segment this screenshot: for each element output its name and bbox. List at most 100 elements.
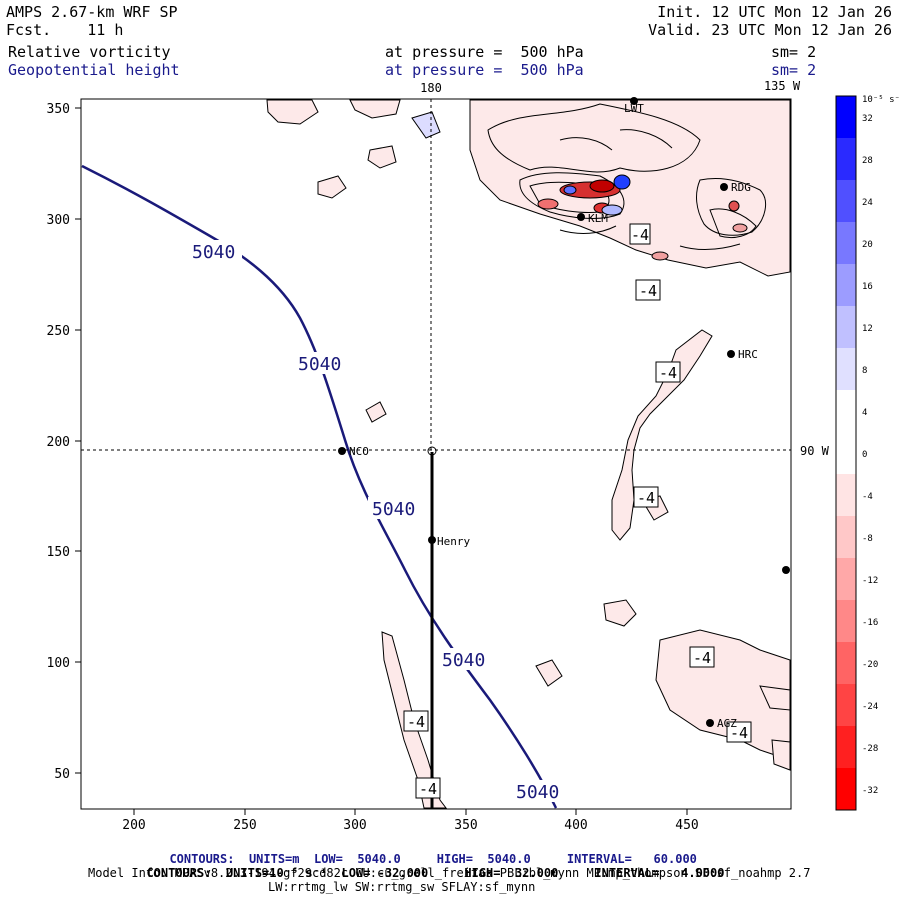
- footer-contour-label: CONTOURS:: [169, 852, 235, 866]
- colorbar-tick-label: -4: [862, 492, 873, 502]
- station-label: NCO: [349, 445, 369, 458]
- x-tick-label: 200: [122, 818, 145, 833]
- station-marker: [706, 719, 714, 727]
- colorbar-tick-label: -24: [862, 702, 878, 712]
- colorbar-tick-label: -8: [862, 534, 873, 544]
- footer-units: UNITS=10⁻⁵ s⁻¹: [225, 866, 328, 880]
- colorbar-segment: [836, 516, 856, 559]
- station-label: KLM: [588, 212, 608, 225]
- vorticity-label: -4: [659, 364, 677, 382]
- y-tick-label: 100: [47, 656, 70, 671]
- vorticity-label: -4: [637, 489, 655, 507]
- colorbar-segment: [836, 642, 856, 685]
- vorticity-shading: [266, 99, 791, 809]
- station-marker: [428, 536, 436, 544]
- height-contour-5040: [81, 164, 558, 809]
- forecast-hour: Fcst. 11 h: [6, 22, 123, 39]
- model-info: Model Info: MPASv8.2.3-194-gf29cd82c CU:…: [88, 866, 811, 880]
- valid-time: Valid. 23 UTC Mon 12 Jan 26: [648, 21, 892, 39]
- colorbar-segment: [836, 180, 856, 223]
- y-tick-label: 50: [54, 767, 70, 782]
- colorbar-tick-label: -32: [862, 786, 878, 796]
- fcst-value: 11 h: [87, 21, 124, 39]
- colorbar-segment: [836, 600, 856, 643]
- field1-name: Relative vorticity: [8, 43, 171, 61]
- axis-ticks: [75, 107, 688, 815]
- colorbar-tick-label: 0: [862, 450, 867, 460]
- station-marker: [727, 350, 735, 358]
- colorbar-segment: [836, 684, 856, 727]
- height-contour-label: 5040: [442, 650, 485, 671]
- colorbar-segment: [836, 726, 856, 769]
- storm-cluster: [487, 103, 767, 251]
- colorbar: 32 28 24 20 16 12 8 4 0 -4 -8 -12 -16 -20 -24 -28 -32: [835, 95, 878, 811]
- y-tick-label: 200: [47, 435, 70, 450]
- x-tick-label: 250: [233, 818, 256, 833]
- colorbar-tick-label: -20: [862, 660, 878, 670]
- vorticity-label: -4: [419, 780, 437, 798]
- footer-high: HIGH= 32.000: [464, 866, 559, 880]
- footer-low: LOW= 5040.0: [313, 852, 401, 866]
- station-marker: [338, 447, 346, 455]
- storm-colors: [537, 174, 748, 261]
- footer-contour-label: CONTOURS:: [146, 866, 212, 880]
- colorbar-segment: [836, 264, 856, 307]
- footer-interval: INTERVAL= 4.0000: [594, 866, 725, 880]
- height-contour-label: 5040: [192, 242, 235, 263]
- station-label: AGZ: [717, 717, 737, 730]
- vorticity-label: -4: [693, 649, 711, 667]
- x-tick-label: 300: [343, 818, 366, 833]
- x-tick-label: 450: [675, 818, 698, 833]
- colorbar-tick-label: 16: [862, 282, 873, 292]
- lon-label-135w: 135 W: [764, 79, 801, 93]
- colorbar-segment: [836, 96, 856, 139]
- model-info-2: LW:rrtmg_lw SW:rrtmg_sw SFLAY:sf_mynn: [268, 880, 536, 894]
- colorbar-frame: [835, 95, 857, 811]
- colorbar-segment: [836, 138, 856, 181]
- y-tick-label: 150: [47, 545, 70, 560]
- colorbar-tick-label: 32: [862, 114, 873, 124]
- lon-label-90w: 90 W: [800, 444, 830, 458]
- colorbar-segment: [836, 474, 856, 517]
- colorbar-tick-label: -28: [862, 744, 878, 754]
- height-contour-label: 5040: [298, 354, 341, 375]
- field2-smoothing: sm= 2: [771, 61, 817, 79]
- colorbar-segment: [836, 558, 856, 601]
- station-marker: [630, 97, 638, 105]
- footer-low: LOW= -32.000: [341, 866, 429, 880]
- colorbar-tick-label: 4: [862, 408, 867, 418]
- field2-pressure: at pressure = 500 hPa: [385, 61, 584, 79]
- colorbar-tick-label: 20: [862, 240, 873, 250]
- y-tick-label: 350: [47, 102, 70, 117]
- station-label: HRC: [738, 348, 758, 361]
- footer-interval: INTERVAL= 60.000: [566, 852, 697, 866]
- vorticity-label: -4: [639, 282, 657, 300]
- fcst-label: Fcst.: [6, 21, 52, 39]
- x-tick-label: 400: [564, 818, 587, 833]
- footer-line-1: CONTOURS: UNITS=m LOW= 5040.0 HIGH= 5040…: [155, 838, 697, 866]
- init-time: Init. 12 UTC Mon 12 Jan 26: [657, 3, 892, 21]
- station-label: RDG: [731, 181, 751, 194]
- colorbar-segment: [836, 306, 856, 349]
- colorbar-tick-label: 8: [862, 366, 867, 376]
- lon-label-180: 180: [420, 81, 442, 95]
- y-tick-label: 250: [47, 324, 70, 339]
- x-tick-label: 350: [454, 818, 477, 833]
- footer-units: UNITS=m: [248, 852, 300, 866]
- model-title: AMPS 2.67-km WRF SP: [6, 3, 178, 21]
- colorbar-unit: 10⁻⁵ s⁻¹: [862, 95, 900, 105]
- field2-name: Geopotential height: [8, 61, 180, 79]
- transect-marker: [427, 446, 437, 456]
- vorticity-label: -4: [407, 713, 425, 731]
- colorbar-segment: [836, 768, 856, 811]
- colorbar-tick-label: 24: [862, 198, 873, 208]
- colorbar-tick-label: 12: [862, 324, 873, 334]
- field1-smoothing: sm= 2: [771, 43, 817, 61]
- height-contour-label: 5040: [516, 782, 559, 803]
- vorticity-label: -4: [730, 724, 748, 742]
- footer-line-2: CONTOURS: UNITS=10⁻⁵ s⁻¹ LOW= -32.000 HI…: [132, 852, 724, 880]
- station-label: LWT: [624, 102, 644, 115]
- field1-pressure: at pressure = 500 hPa: [385, 43, 584, 61]
- height-contour-label: 5040: [372, 499, 415, 520]
